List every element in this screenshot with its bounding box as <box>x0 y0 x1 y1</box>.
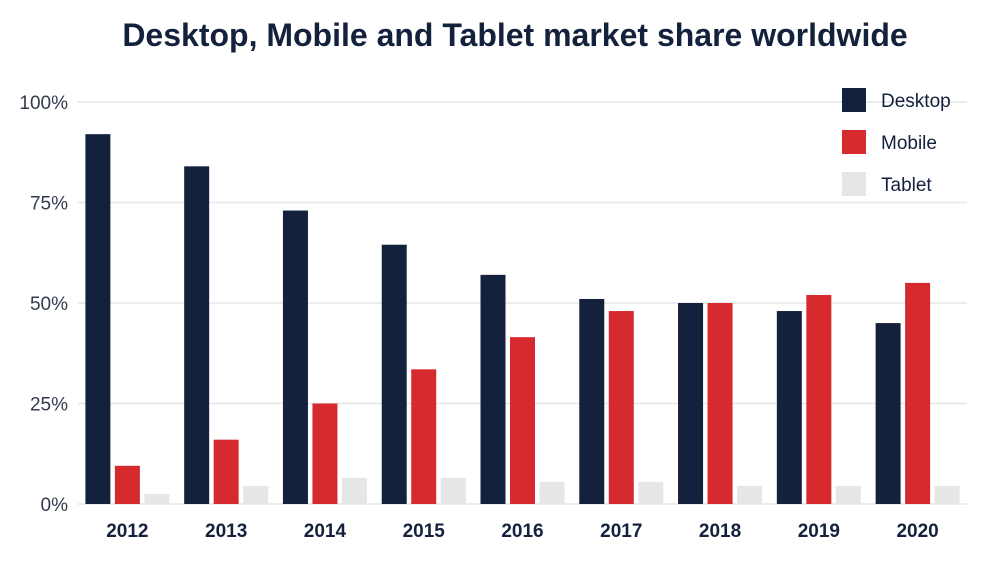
bar-tablet-2014 <box>341 477 367 504</box>
chart-title: Desktop, Mobile and Tablet market share … <box>122 17 907 53</box>
bar-tablet-2015 <box>440 477 466 504</box>
bar-mobile-2014 <box>312 403 338 504</box>
bar-mobile-2019 <box>806 294 832 504</box>
bar-tablet-2013 <box>243 485 269 504</box>
legend-swatch-tablet <box>842 172 866 196</box>
x-tick-label-2017: 2017 <box>600 521 642 542</box>
bars <box>85 134 960 505</box>
legend-label-mobile: Mobile <box>881 133 937 154</box>
x-tick-label-2013: 2013 <box>205 521 247 542</box>
legend-swatch-mobile <box>842 130 866 154</box>
bar-tablet-2019 <box>835 485 861 504</box>
x-tick-label-2020: 2020 <box>896 521 938 542</box>
y-axis-ticks: 0% 25% 50% 75% 100% <box>19 93 68 516</box>
bar-desktop-2012 <box>85 134 111 504</box>
bar-mobile-2013 <box>213 439 239 504</box>
y-tick-label: 0% <box>41 495 69 516</box>
y-tick-label: 75% <box>30 194 68 215</box>
bar-mobile-2016 <box>510 337 535 504</box>
bar-tablet-2018 <box>737 485 763 504</box>
bar-tablet-2017 <box>638 481 664 504</box>
x-tick-label-2019: 2019 <box>798 521 840 542</box>
bar-mobile-2012 <box>114 465 140 504</box>
y-tick-label: 50% <box>30 294 68 315</box>
bar-desktop-2015 <box>381 244 407 504</box>
x-tick-label-2012: 2012 <box>106 521 148 542</box>
y-tick-label: 25% <box>30 395 68 416</box>
x-tick-label-2016: 2016 <box>501 521 543 542</box>
bar-desktop-2016 <box>480 274 506 504</box>
x-tick-label-2014: 2014 <box>304 521 347 542</box>
bar-tablet-2016 <box>539 481 565 504</box>
legend-swatch-desktop <box>842 88 866 112</box>
y-tick-label: 100% <box>19 93 68 114</box>
x-tick-label-2018: 2018 <box>699 521 741 542</box>
bar-desktop-2014 <box>282 210 308 505</box>
bar-tablet-2020 <box>934 485 960 504</box>
bar-mobile-2020 <box>905 282 931 504</box>
bar-desktop-2018 <box>678 303 704 504</box>
legend-label-desktop: Desktop <box>881 91 951 112</box>
bar-desktop-2020 <box>875 323 901 504</box>
bar-desktop-2017 <box>579 298 605 504</box>
bar-desktop-2019 <box>776 311 802 504</box>
bar-mobile-2017 <box>608 311 634 504</box>
bar-tablet-2012 <box>144 493 170 504</box>
bar-desktop-2013 <box>184 166 210 504</box>
x-axis-ticks: 2012 2013 2014 2015 2016 2017 2018 2019 2020 <box>106 521 939 542</box>
bar-mobile-2015 <box>411 369 437 504</box>
bar-mobile-2018 <box>707 303 733 504</box>
x-tick-label-2015: 2015 <box>403 521 446 542</box>
legend: Desktop Mobile Tablet <box>842 88 951 196</box>
legend-label-tablet: Tablet <box>881 175 932 196</box>
